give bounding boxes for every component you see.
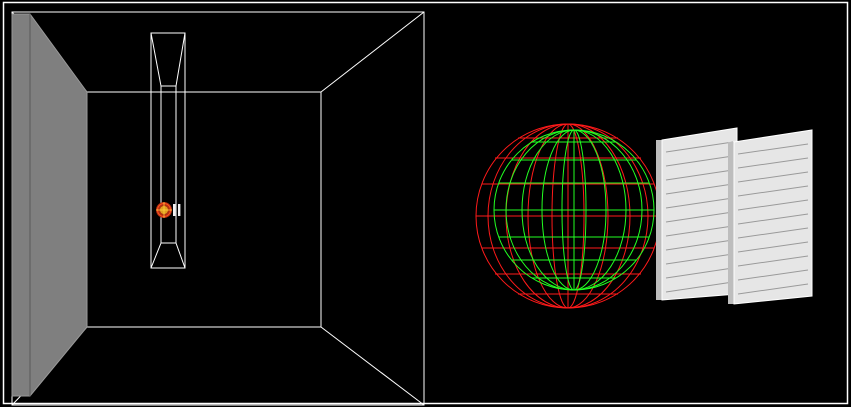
left-panel — [11, 11, 425, 406]
right-panel — [475, 123, 813, 309]
panel-2 — [728, 129, 813, 305]
inner-wireframe-sphere — [493, 129, 655, 291]
outer-wireframe-sphere — [475, 123, 661, 309]
small-panels — [173, 204, 181, 216]
small-sphere — [156, 202, 172, 218]
panel-1 — [656, 127, 738, 301]
duct — [150, 32, 186, 269]
